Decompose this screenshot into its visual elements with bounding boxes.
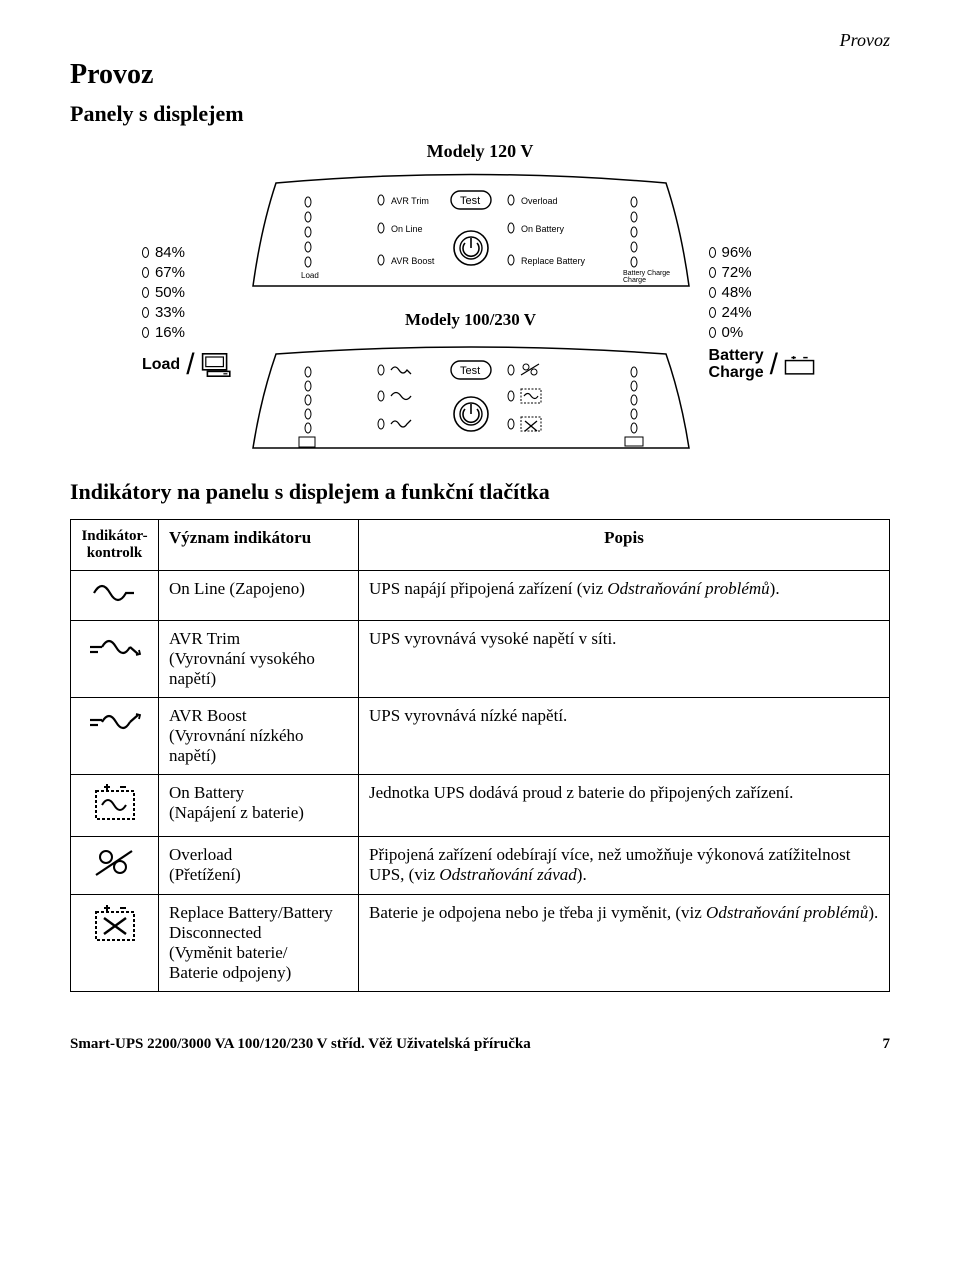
load-level-2-label: 50% (155, 284, 185, 301)
load-led-column: 84% 67% 50% 33% 16% Load / (142, 244, 233, 382)
panel-100-230v: Test (251, 342, 691, 457)
desc-cell: UPS napájí připojená zařízení (viz Odstr… (359, 571, 890, 621)
model-120-label: Modely 120 V (70, 141, 890, 162)
section-indicators-title: Indikátory na panelu s displejem a funkč… (70, 479, 890, 505)
svg-text:Test: Test (460, 195, 480, 207)
slash-icon: / (186, 348, 194, 382)
footer-page-number: 7 (883, 1036, 891, 1053)
monitor-icon (201, 352, 233, 378)
svg-text:Replace Battery: Replace Battery (521, 256, 586, 266)
model-100-230-label: Modely 100/230 V (405, 310, 536, 330)
th-meaning: Význam indikátoru (159, 520, 359, 571)
avrtrim-icon (88, 629, 142, 659)
svg-text:On Line: On Line (391, 224, 423, 234)
svg-text:AVR Boost: AVR Boost (391, 256, 435, 266)
svg-text:Test: Test (460, 365, 480, 377)
indicator-icon-online (71, 571, 159, 621)
overload-icon (90, 845, 140, 881)
batt-level-0-label: 96% (722, 244, 752, 261)
page-footer: Smart-UPS 2200/3000 VA 100/120/230 V stř… (70, 1036, 890, 1053)
load-label: Load (142, 356, 180, 374)
batt-level-4-label: 0% (722, 324, 744, 341)
indicator-icon-avrboost (71, 698, 159, 775)
load-level-1-label: 67% (155, 264, 185, 281)
svg-text:Overload: Overload (521, 196, 558, 206)
replacebattery-icon (90, 903, 140, 945)
svg-text:Battery Charge: Battery Charge (623, 270, 670, 277)
meaning-cell: Replace Battery/Battery Disconnected (Vy… (159, 895, 359, 992)
battery-label-row: Battery Charge / (709, 348, 818, 382)
svg-text:On Battery: On Battery (521, 224, 565, 234)
th-desc: Popis (359, 520, 890, 571)
onbattery-icon (90, 783, 140, 823)
battery-icon (784, 354, 818, 376)
indicators-table: Indikátor-kontrolk Význam indikátoru Pop… (70, 519, 890, 992)
batt-level-2-label: 48% (722, 284, 752, 301)
meaning-cell: AVR Boost (Vyrovnání nízkého napětí) (159, 698, 359, 775)
desc-cell: Připojená zařízení odebírají více, než u… (359, 837, 890, 895)
batt-level-2: 48% (709, 284, 818, 301)
online-wave-icon (90, 579, 140, 607)
meaning-cell: Overload (Přetížení) (159, 837, 359, 895)
load-level-1: 67% (142, 264, 233, 281)
meaning-cell: AVR Trim (Vyrovnání vysokého napětí) (159, 621, 359, 698)
batt-level-1: 72% (709, 264, 818, 281)
svg-text:Charge: Charge (623, 277, 646, 284)
th-indicator: Indikátor-kontrolk (71, 520, 159, 571)
page-title: Provoz (70, 59, 890, 91)
panels-row: 84% 67% 50% 33% 16% Load / (70, 168, 890, 457)
battery-label-1: Battery (709, 347, 764, 364)
batt-level-3-label: 24% (722, 304, 752, 321)
svg-text:AVR Trim: AVR Trim (391, 196, 429, 206)
load-level-0: 84% (142, 244, 233, 261)
batt-level-4: 0% (709, 324, 818, 341)
load-level-2: 50% (142, 284, 233, 301)
svg-text:Load: Load (301, 271, 319, 280)
load-level-3-label: 33% (155, 304, 185, 321)
indicator-icon-replacebatt (71, 895, 159, 992)
page-subtitle: Panely s displejem (70, 101, 890, 127)
avrboost-icon (88, 706, 142, 736)
table-row: AVR Trim (Vyrovnání vysokého napětí) UPS… (71, 621, 890, 698)
desc-cell: UPS vyrovnává vysoké napětí v síti. (359, 621, 890, 698)
load-level-3: 33% (142, 304, 233, 321)
table-row: Overload (Přetížení) Připojená zařízení … (71, 837, 890, 895)
table-row: On Line (Zapojeno) UPS napájí připojená … (71, 571, 890, 621)
footer-left: Smart-UPS 2200/3000 VA 100/120/230 V stř… (70, 1036, 531, 1053)
meaning-cell: On Battery (Napájení z baterie) (159, 775, 359, 837)
indicator-icon-avrtrim (71, 621, 159, 698)
table-row: Replace Battery/Battery Disconnected (Vy… (71, 895, 890, 992)
page-header-right: Provoz (70, 30, 890, 51)
batt-level-1-label: 72% (722, 264, 752, 281)
batt-level-0: 96% (709, 244, 818, 261)
battery-led-column: 96% 72% 48% 24% 0% Battery Charge / (709, 244, 818, 382)
battery-label-2: Charge (709, 364, 764, 381)
desc-cell: Jednotka UPS dodává proud z baterie do p… (359, 775, 890, 837)
meaning-cell: On Line (Zapojeno) (159, 571, 359, 621)
load-level-4-label: 16% (155, 324, 185, 341)
slash-icon-2: / (770, 348, 778, 382)
indicator-icon-overload (71, 837, 159, 895)
load-level-4: 16% (142, 324, 233, 341)
indicator-icon-onbattery (71, 775, 159, 837)
load-label-row: Load / (142, 348, 233, 382)
panel-120v: Load Battery Charge Charge AVR Trim (251, 168, 691, 298)
desc-cell: UPS vyrovnává nízké napětí. (359, 698, 890, 775)
load-level-0-label: 84% (155, 244, 185, 261)
table-row: On Battery (Napájení z baterie) Jednotka… (71, 775, 890, 837)
batt-level-3: 24% (709, 304, 818, 321)
table-row: AVR Boost (Vyrovnání nízkého napětí) UPS… (71, 698, 890, 775)
desc-cell: Baterie je odpojena nebo je třeba ji vym… (359, 895, 890, 992)
center-panels: Load Battery Charge Charge AVR Trim (251, 168, 691, 457)
